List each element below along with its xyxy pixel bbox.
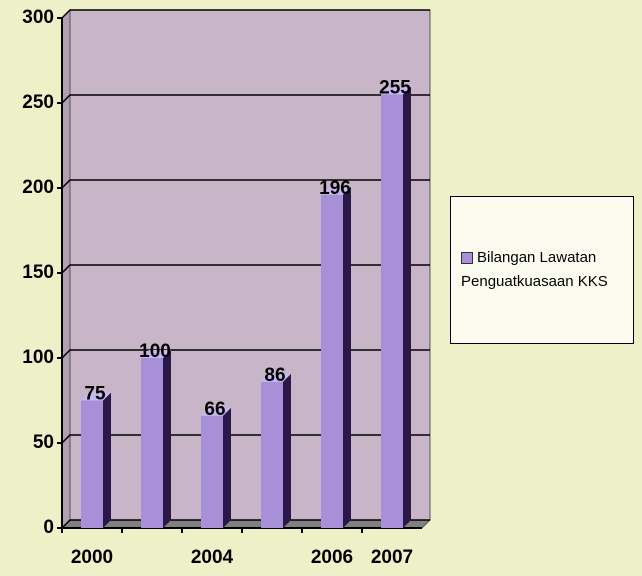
y-tick-label: 100 xyxy=(22,347,54,368)
bar-side xyxy=(343,186,351,529)
data-label: 196 xyxy=(319,178,351,199)
grid-line xyxy=(61,9,430,19)
y-tick-label: 200 xyxy=(22,177,54,198)
bar-side xyxy=(403,86,411,528)
bar-side xyxy=(283,373,291,528)
data-label: 100 xyxy=(139,341,171,362)
grid-line xyxy=(61,519,430,529)
grid-line xyxy=(61,349,430,359)
bar-top xyxy=(321,186,351,195)
bar xyxy=(201,415,223,528)
bar-side xyxy=(103,392,111,528)
y-tick-label: 0 xyxy=(43,517,54,538)
bar xyxy=(81,400,103,528)
bar-top xyxy=(141,350,171,358)
grid-line xyxy=(61,264,430,274)
legend: Bilangan Lawatan Penguatkuasaan KKS xyxy=(450,196,634,344)
legend-entry: Bilangan Lawatan Penguatkuasaan KKS xyxy=(461,246,623,294)
bar-top xyxy=(201,407,231,416)
x-tick-label: 2004 xyxy=(191,547,234,568)
bar-side xyxy=(163,350,171,528)
y-tick-label: 300 xyxy=(22,7,54,28)
x-tick-label: 2000 xyxy=(71,547,113,568)
grid-line xyxy=(61,94,430,104)
bar xyxy=(381,94,403,528)
bar-top xyxy=(381,86,411,95)
data-label: 86 xyxy=(264,365,285,386)
bar xyxy=(321,194,343,529)
floor xyxy=(60,519,432,529)
x-tick-label: 2007 xyxy=(371,547,413,568)
data-label: 75 xyxy=(84,384,106,405)
x-tick-label: 2006 xyxy=(311,547,353,568)
grid-line xyxy=(61,179,430,189)
y-tick-label: 150 xyxy=(22,262,54,283)
legend-label: Bilangan Lawatan Penguatkuasaan KKS xyxy=(461,249,608,290)
bar-top xyxy=(261,373,291,382)
bar-top xyxy=(81,392,111,401)
data-label: 66 xyxy=(204,399,225,420)
legend-swatch xyxy=(461,252,473,265)
bar-side xyxy=(223,407,231,528)
bar xyxy=(261,381,283,528)
grid-line xyxy=(61,434,430,444)
y-tick-label: 50 xyxy=(33,432,54,453)
data-label: 255 xyxy=(379,78,411,99)
y-tick-label: 250 xyxy=(22,92,54,113)
bar xyxy=(141,358,163,528)
